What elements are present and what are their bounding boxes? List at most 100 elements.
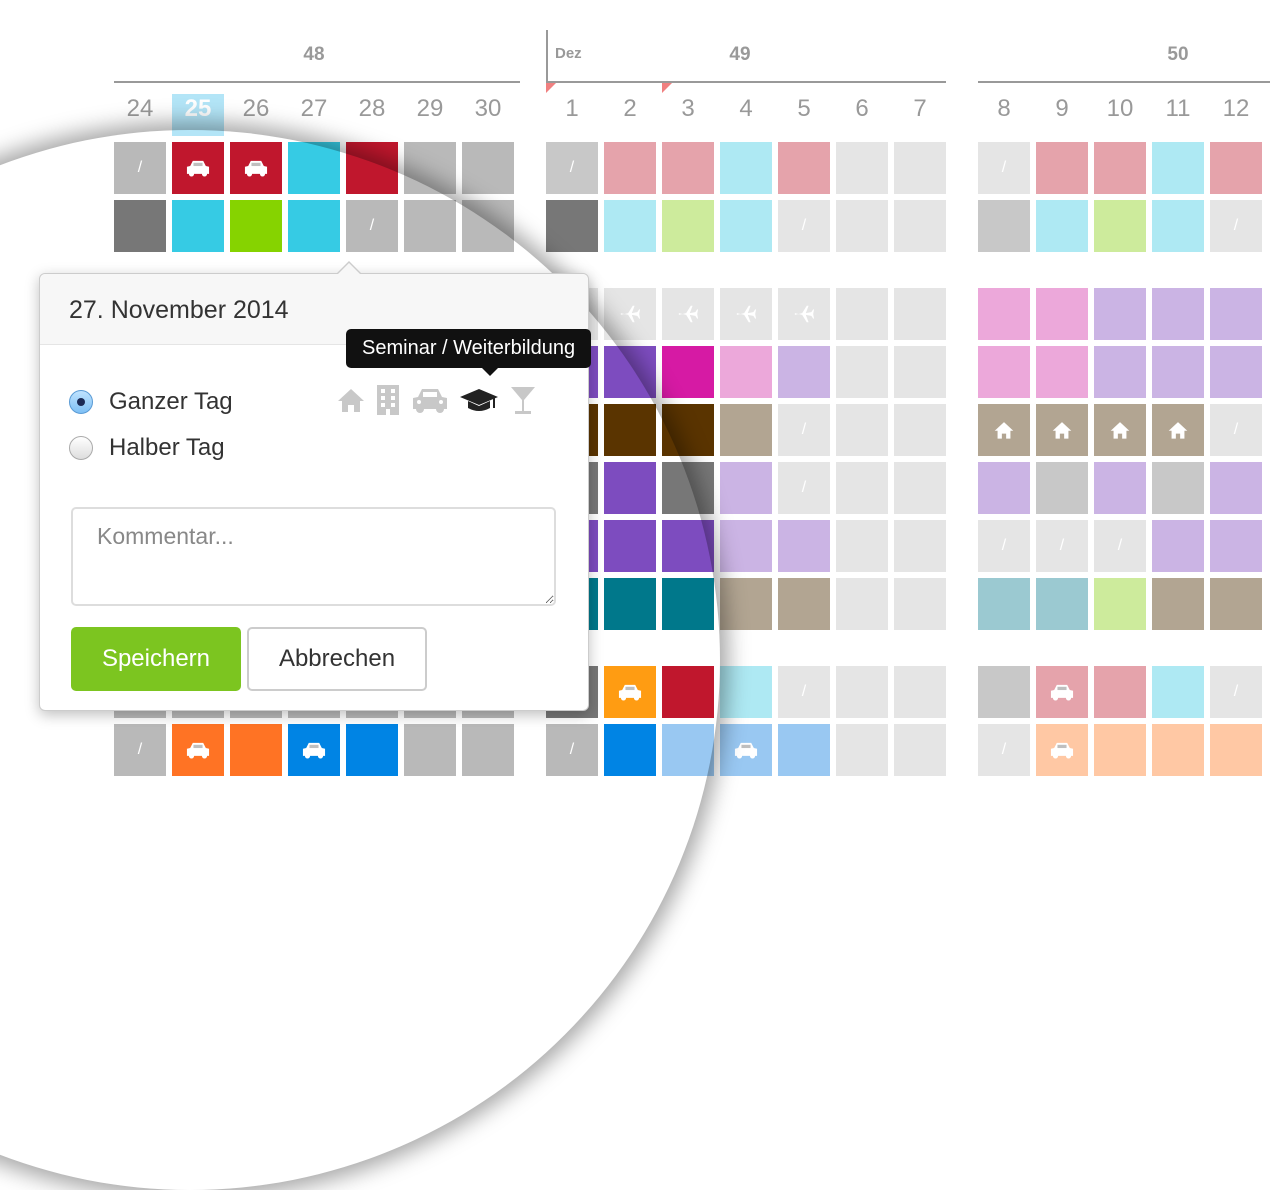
day-cell[interactable]	[720, 578, 772, 630]
day-cell[interactable]	[978, 288, 1030, 340]
day-cell[interactable]: /	[778, 404, 830, 456]
day-cell[interactable]	[1152, 724, 1204, 776]
home-icon[interactable]	[336, 386, 366, 414]
day-cell[interactable]	[1152, 346, 1204, 398]
day-cell[interactable]	[720, 200, 772, 252]
day-cell[interactable]: /	[1210, 404, 1262, 456]
option-full-day[interactable]: Ganzer Tag	[69, 388, 233, 416]
day-cell[interactable]	[894, 578, 946, 630]
day-cell[interactable]	[604, 200, 656, 252]
day-cell[interactable]	[1094, 724, 1146, 776]
day-cell[interactable]	[604, 404, 656, 456]
day-cell[interactable]	[604, 724, 656, 776]
day-cell[interactable]	[836, 142, 888, 194]
day-cell[interactable]	[404, 200, 456, 252]
day-cell[interactable]	[662, 404, 714, 456]
day-cell[interactable]	[778, 142, 830, 194]
day-cell[interactable]	[894, 724, 946, 776]
day-cell[interactable]	[1152, 462, 1204, 514]
cancel-button[interactable]: Abbrechen	[247, 627, 427, 691]
day-cell[interactable]	[1094, 346, 1146, 398]
day-cell[interactable]	[662, 578, 714, 630]
day-cell[interactable]	[836, 520, 888, 572]
day-cell[interactable]	[894, 142, 946, 194]
day-cell[interactable]	[778, 288, 830, 340]
day-cell[interactable]	[604, 288, 656, 340]
day-cell[interactable]	[894, 288, 946, 340]
day-cell[interactable]	[778, 520, 830, 572]
day-cell[interactable]	[720, 520, 772, 572]
day-cell[interactable]	[1094, 462, 1146, 514]
day-cell[interactable]	[720, 462, 772, 514]
day-cell[interactable]	[978, 578, 1030, 630]
day-cell[interactable]	[604, 462, 656, 514]
day-cell[interactable]	[662, 288, 714, 340]
day-cell[interactable]	[894, 520, 946, 572]
day-cell[interactable]	[1152, 578, 1204, 630]
day-cell[interactable]	[1210, 346, 1262, 398]
day-cell[interactable]	[172, 724, 224, 776]
day-cell[interactable]	[978, 346, 1030, 398]
day-cell[interactable]	[1152, 404, 1204, 456]
day-cell[interactable]	[604, 142, 656, 194]
day-cell[interactable]	[1210, 724, 1262, 776]
radio-half-day[interactable]	[69, 436, 93, 460]
day-cell[interactable]	[836, 288, 888, 340]
day-cell[interactable]	[894, 462, 946, 514]
graduation-cap-icon[interactable]	[459, 385, 499, 415]
day-cell[interactable]	[662, 520, 714, 572]
day-cell[interactable]	[1036, 404, 1088, 456]
day-cell[interactable]	[462, 724, 514, 776]
day-cell[interactable]	[1094, 200, 1146, 252]
cocktail-icon[interactable]	[508, 384, 538, 416]
day-cell[interactable]	[1094, 666, 1146, 718]
day-cell[interactable]	[1152, 520, 1204, 572]
day-cell[interactable]	[662, 666, 714, 718]
day-cell[interactable]	[662, 462, 714, 514]
day-cell[interactable]	[836, 462, 888, 514]
day-cell[interactable]	[462, 200, 514, 252]
day-cell[interactable]	[894, 666, 946, 718]
day-cell[interactable]	[1036, 578, 1088, 630]
day-cell[interactable]	[778, 578, 830, 630]
day-cell[interactable]	[404, 724, 456, 776]
day-cell[interactable]: /	[1094, 520, 1146, 572]
comment-input[interactable]	[71, 507, 556, 606]
day-cell[interactable]	[720, 288, 772, 340]
day-cell[interactable]	[172, 200, 224, 252]
day-cell[interactable]: /	[546, 142, 598, 194]
day-cell[interactable]	[720, 404, 772, 456]
day-cell[interactable]	[1210, 578, 1262, 630]
day-cell[interactable]	[1210, 288, 1262, 340]
day-cell[interactable]	[604, 578, 656, 630]
day-cell[interactable]	[346, 724, 398, 776]
day-cell[interactable]: /	[1036, 520, 1088, 572]
day-cell[interactable]	[404, 142, 456, 194]
day-cell[interactable]: /	[778, 200, 830, 252]
day-cell[interactable]	[1210, 520, 1262, 572]
day-cell[interactable]: /	[346, 200, 398, 252]
day-cell[interactable]	[1094, 404, 1146, 456]
day-cell[interactable]	[1152, 288, 1204, 340]
day-cell[interactable]	[604, 346, 656, 398]
day-cell[interactable]	[894, 200, 946, 252]
day-cell[interactable]	[836, 578, 888, 630]
day-cell[interactable]	[1036, 288, 1088, 340]
day-cell[interactable]	[1036, 462, 1088, 514]
day-cell[interactable]	[1036, 142, 1088, 194]
day-cell[interactable]	[836, 200, 888, 252]
day-cell[interactable]: /	[978, 520, 1030, 572]
day-cell[interactable]	[288, 142, 340, 194]
day-cell[interactable]	[1152, 666, 1204, 718]
day-cell[interactable]: /	[978, 724, 1030, 776]
day-cell[interactable]	[894, 346, 946, 398]
day-cell[interactable]	[720, 142, 772, 194]
day-cell[interactable]	[720, 666, 772, 718]
day-cell[interactable]	[662, 346, 714, 398]
day-cell[interactable]	[662, 142, 714, 194]
day-cell[interactable]	[720, 346, 772, 398]
day-cell[interactable]	[836, 724, 888, 776]
day-cell[interactable]	[1094, 288, 1146, 340]
day-cell[interactable]	[978, 666, 1030, 718]
day-cell[interactable]: /	[778, 666, 830, 718]
